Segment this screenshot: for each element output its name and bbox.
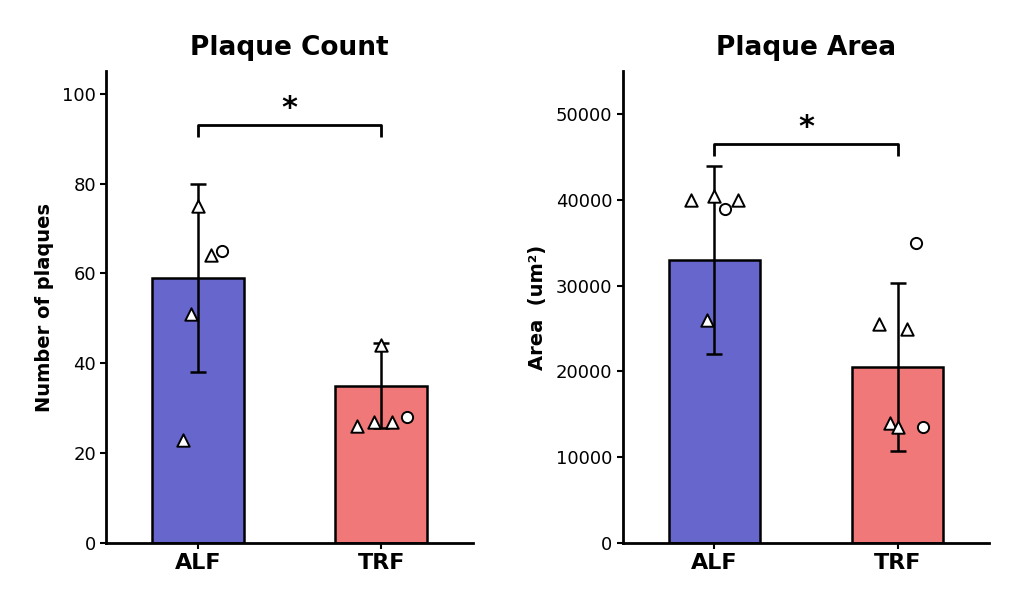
Point (882, 418, 898, 427)
Bar (153, 278, 244, 543)
Point (214, 246, 230, 256)
Point (189, 201, 206, 211)
Point (384, 416, 400, 426)
Bar (669, 260, 760, 543)
Point (398, 412, 415, 422)
Bar (336, 385, 427, 543)
Point (717, 204, 733, 213)
Point (871, 319, 888, 329)
Point (349, 421, 366, 431)
Y-axis label: Number of plaques: Number of plaques (35, 202, 53, 412)
Point (730, 195, 746, 205)
Title: Plaque Count: Plaque Count (190, 35, 389, 61)
Point (915, 423, 932, 432)
Point (182, 309, 199, 319)
Point (373, 340, 389, 350)
Bar (852, 367, 943, 543)
Title: Plaque Area: Plaque Area (716, 35, 896, 61)
Point (707, 191, 723, 201)
Point (682, 195, 698, 205)
Y-axis label: Area  (um²): Area (um²) (528, 244, 548, 370)
Point (899, 323, 915, 333)
Point (698, 315, 715, 325)
Point (366, 416, 382, 426)
Text: *: * (798, 113, 814, 142)
Point (175, 435, 191, 444)
Point (203, 250, 219, 260)
Point (890, 423, 906, 432)
Text: *: * (282, 94, 298, 123)
Point (907, 238, 924, 247)
